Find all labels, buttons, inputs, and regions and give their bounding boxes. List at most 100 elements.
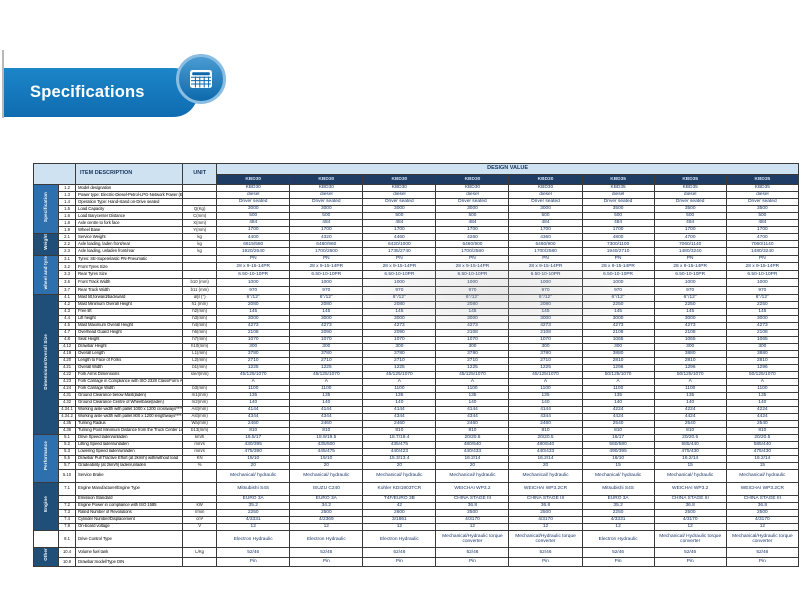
value-cell-col5: 1700/2580 [508, 247, 583, 256]
value-cell-col2: 2460 [289, 419, 364, 428]
row-number: 3.7 [58, 285, 77, 295]
value-cell-col5: 4360 [508, 232, 583, 242]
value-cell-col7: A [653, 377, 727, 386]
value-cell-col6: 2540 [581, 419, 655, 428]
value-cell-col4: 2500 [435, 508, 510, 517]
value-cell-col2: 435/500 [289, 440, 364, 449]
value-cell-col5: 4273 [508, 321, 583, 330]
item-description-header: ITEM DESCRIPTION [75, 163, 184, 185]
value-cell-col4: 20/20.5 [435, 433, 510, 442]
value-cell-col7: 4273 [653, 321, 727, 330]
row-number: 4.35 [58, 419, 77, 428]
row-number: 7.9 [58, 522, 77, 531]
row-number: 4.19 [58, 349, 77, 358]
value-cell-col4: 4260 [435, 232, 510, 242]
value-cell-col2: 970 [289, 285, 364, 295]
value-cell-col5: KBD30 [508, 184, 583, 192]
value-cell-col2: ISUZU C240 [289, 481, 364, 496]
value-cell-col7: 1100 [653, 384, 727, 393]
value-cell-col7: 6.50-10-10PR [653, 270, 727, 279]
value-cell-col2: 1700/2600 [289, 247, 364, 256]
value-cell-col8: 50/125/1070 [725, 370, 800, 379]
value-cell-col1: 2108 [216, 328, 291, 337]
value-cell-col6: EURO 3A [581, 494, 655, 503]
value-cell-col1: Mitsubishi S4S [216, 481, 291, 496]
value-cell-col2: 810 [289, 426, 364, 435]
value-cell-col6: 484 [581, 219, 655, 227]
row-number: 4.22 [58, 370, 77, 379]
spec-row-7.4: 7.4 Cylinder Number/Displacement cm³ 4/3331… [34, 515, 800, 524]
value-cell-col8: 135 [725, 391, 800, 400]
spec-row-3.3: 3.3 Rear Tyres Size 6.50-10-10PR 6.50-10-10… [34, 270, 800, 279]
spec-row-5.5: 5.5 Drawbar Pull Tractive Effort (at 2km/… [34, 454, 800, 463]
value-cell-col6: 4/3331 [581, 515, 655, 524]
value-cell-col8: 2500 [725, 508, 800, 517]
corner-cell [32, 163, 77, 185]
item-description: Drive Speed laden/unladen [75, 433, 184, 442]
value-cell-col2: 4344 [289, 412, 364, 421]
unit-cell: Q(Kg) [182, 205, 218, 213]
spec-row-4.22: 4.22 Fork Arms Dimensions s/e/l(mm) 45/125/… [34, 370, 800, 379]
value-cell-col4: PN [435, 254, 510, 264]
value-cell-col1: 35.2 [216, 501, 291, 510]
value-cell-col1: 6.50-10-10PR [216, 270, 291, 279]
spec-table: ITEM DESCRIPTION UNIT DESIGN VALUE KBD30… [32, 163, 800, 567]
row-number: 4.24 [58, 384, 77, 393]
value-cell-col2: 2090 [289, 328, 364, 337]
value-cell-col4: 145 [435, 307, 510, 316]
item-description: Service Brake [75, 468, 184, 483]
value-cell-col5: 2460 [508, 419, 583, 428]
value-cell-col8: PN [725, 254, 800, 264]
value-cell-col6: 7300/1100 [581, 240, 655, 249]
value-cell-col2: 15/10 [289, 454, 364, 463]
section-label-text: Other [42, 548, 48, 562]
spec-row-10.8: 10.8 Drawbar:model/Type DIN Pin Pin Pin Pin Pi… [34, 556, 800, 567]
item-description: Lowering Speed laden/unladen [75, 447, 184, 456]
value-cell-col2: A [289, 377, 364, 386]
value-cell-col3: Driver seated [362, 198, 437, 206]
value-cell-col7: 585/440 [653, 440, 727, 449]
value-cell-col7: PN [653, 254, 727, 264]
value-cell-col4: 140 [435, 398, 510, 407]
value-cell-col6: Mechanical/ hydraulic [581, 468, 655, 483]
value-cell-col3: 435/475 [362, 440, 437, 449]
value-cell-col8: 810 [725, 426, 800, 435]
value-cell-col1: 45/125/1070 [216, 370, 291, 379]
page-title: Specifications [30, 83, 145, 101]
value-cell-col6: 3500 [581, 205, 655, 213]
value-cell-col7: 4224 [653, 405, 727, 414]
section-label-empty [32, 529, 60, 549]
value-cell-col7: 50/125/1070 [653, 370, 727, 379]
value-cell-col5: 1000 [508, 278, 583, 287]
value-cell-col3: 3000 [362, 205, 437, 213]
value-cell-col5: PN [508, 254, 583, 264]
section-label-engine: Engine [32, 481, 60, 531]
row-number: 1.2 [58, 184, 77, 192]
spec-row-4.32: 4.32 Ground Clearance Centre of Wheelbase… [34, 398, 800, 407]
value-cell-col7: 1480/3240 [653, 247, 727, 256]
row-number: 3.1 [58, 254, 77, 264]
value-cell-col1: 2710 [216, 356, 291, 365]
value-cell-col5: 20/20.5 [508, 433, 583, 442]
unit-cell: mm/s [182, 440, 218, 449]
value-cell-col2: 140 [289, 398, 364, 407]
value-cell-col3: Pin [362, 556, 437, 567]
value-cell-col7: Mechanical/ hydraulic [653, 468, 727, 483]
row-number: 1.6 [58, 212, 77, 220]
value-cell-col7: 3500 [653, 205, 727, 213]
value-cell-col6: 2108 [581, 328, 655, 337]
row-number: 5.1 [58, 433, 77, 442]
value-cell-col8: 2250 [725, 300, 800, 309]
value-cell-col5: 1700 [508, 226, 583, 234]
unit-cell: s/e/l(mm) [182, 370, 218, 379]
value-cell-col6: 1100 [581, 384, 655, 393]
value-cell-col6: 500 [581, 212, 655, 220]
value-cell-col4: 1225 [435, 363, 510, 372]
section-label-wheel-and-tyre: wheel and tyre [32, 254, 60, 295]
row-number: 1.3 [58, 191, 77, 199]
row-number: 1.9 [58, 226, 77, 234]
item-description: Service Weight [75, 232, 184, 242]
row-number: 1.8 [58, 219, 77, 227]
section-label-performance: Performance [32, 433, 60, 483]
